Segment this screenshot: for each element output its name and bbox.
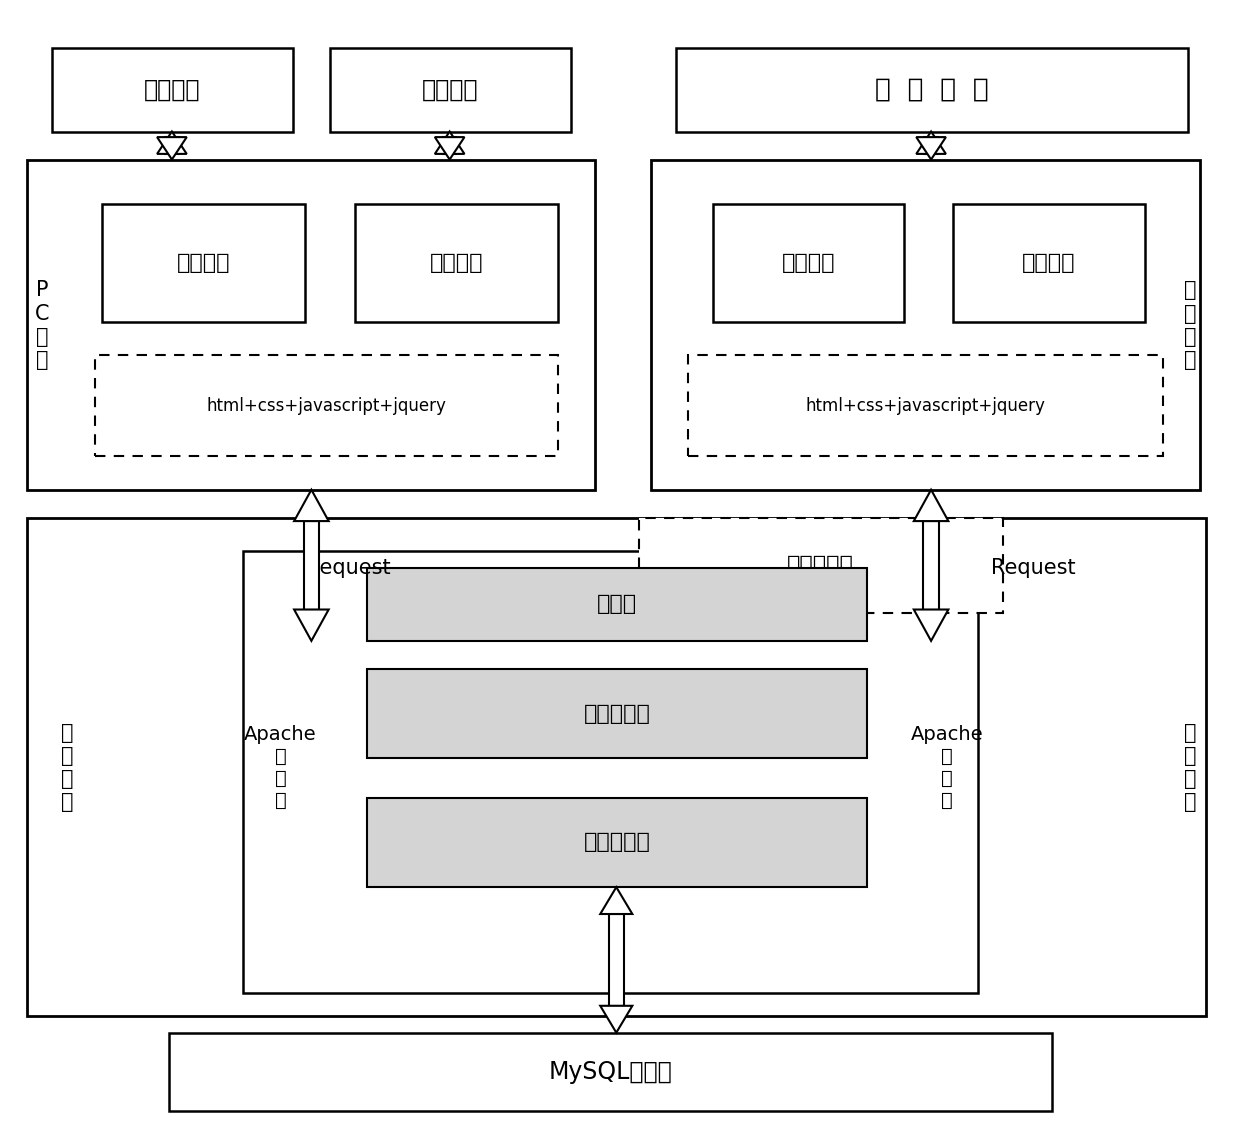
Text: html+css+javascript+jquery: html+css+javascript+jquery	[207, 397, 446, 415]
Bar	[52, 47, 293, 132]
Bar	[367, 568, 867, 641]
Text: 服
务
器
端: 服 务 器 端	[1184, 722, 1197, 812]
Polygon shape	[294, 610, 329, 641]
Bar	[676, 47, 1188, 132]
Text: MySQL数据库: MySQL数据库	[549, 1060, 672, 1083]
Bar	[170, 1033, 1052, 1112]
Text: 视图层: 视图层	[596, 594, 637, 614]
Text: Apache
服
务
器: Apache 服 务 器	[244, 724, 317, 810]
Text: 数据访问层: 数据访问层	[584, 832, 650, 853]
Text: Request: Request	[991, 558, 1076, 578]
Text: 微
信
前
端: 微 信 前 端	[1184, 280, 1197, 370]
Bar	[95, 356, 558, 456]
Bar	[924, 137, 937, 154]
Polygon shape	[914, 610, 949, 641]
Bar	[243, 551, 978, 993]
Text: 微信服务器: 微信服务器	[787, 556, 854, 575]
Polygon shape	[916, 137, 946, 160]
Text: 业主管理: 业主管理	[1022, 253, 1076, 273]
Text: 车主管理: 车主管理	[781, 253, 835, 273]
Polygon shape	[435, 132, 465, 154]
Bar	[954, 205, 1145, 322]
Bar	[651, 160, 1200, 489]
Bar	[639, 518, 1003, 613]
Bar	[304, 521, 319, 610]
Bar	[355, 205, 558, 322]
Polygon shape	[600, 1006, 632, 1033]
Bar	[165, 137, 179, 154]
Bar	[102, 205, 305, 322]
Polygon shape	[294, 489, 329, 521]
Text: 微  信  用  户: 微 信 用 户	[875, 76, 988, 102]
Polygon shape	[157, 137, 187, 160]
Bar	[367, 798, 867, 888]
Text: 平台用户: 平台用户	[144, 78, 201, 101]
Bar	[27, 518, 1207, 1016]
Text: 平台管理: 平台管理	[430, 253, 484, 273]
Bar	[367, 669, 867, 758]
Text: 物业管理: 物业管理	[176, 253, 231, 273]
Bar	[330, 47, 570, 132]
Text: Apache
服
务
器: Apache 服 务 器	[911, 724, 983, 810]
Text: 物业用户: 物业用户	[422, 78, 479, 101]
Polygon shape	[916, 132, 946, 154]
Text: html+css+javascript+jquery: html+css+javascript+jquery	[806, 397, 1045, 415]
Polygon shape	[435, 137, 465, 160]
Text: P
C
前
端: P C 前 端	[35, 280, 50, 370]
Bar	[443, 137, 456, 154]
Text: 服
务
器
端: 服 务 器 端	[61, 722, 73, 812]
Bar	[713, 205, 904, 322]
Text: Request: Request	[306, 558, 391, 578]
Bar	[609, 914, 624, 1006]
Text: 业务逻辑层: 业务逻辑层	[584, 703, 650, 723]
Bar	[924, 521, 939, 610]
Polygon shape	[914, 489, 949, 521]
Polygon shape	[157, 132, 187, 154]
Bar	[688, 356, 1163, 456]
Bar	[27, 160, 595, 489]
Polygon shape	[600, 888, 632, 914]
